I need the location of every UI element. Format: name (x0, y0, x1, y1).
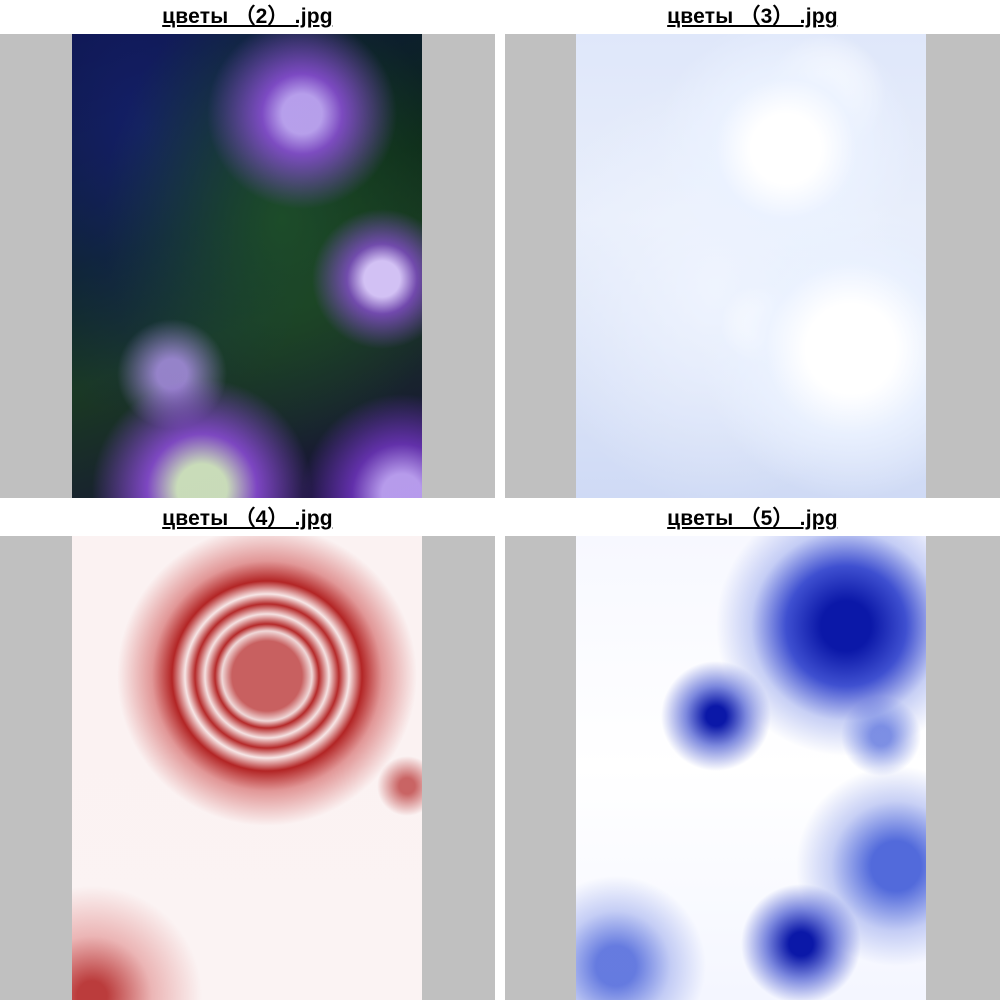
image-thumbnail[interactable] (72, 536, 422, 1000)
image-frame (0, 34, 495, 498)
image-caption[interactable]: цветы （4） .jpg (162, 507, 333, 530)
image-caption[interactable]: цветы （5） .jpg (667, 507, 838, 530)
image-thumbnail[interactable] (72, 34, 422, 498)
image-thumbnail[interactable] (576, 536, 926, 1000)
gallery-item-1[interactable]: цветы （2） .jpg (0, 0, 495, 498)
gallery-item-3[interactable]: цветы （4） .jpg (0, 502, 495, 1000)
image-frame (0, 536, 495, 1000)
gallery-item-4[interactable]: цветы （5） .jpg (505, 502, 1000, 1000)
image-frame (505, 536, 1000, 1000)
gallery-item-2[interactable]: цветы （3） .jpg (505, 0, 1000, 498)
image-caption[interactable]: цветы （3） .jpg (667, 5, 838, 28)
image-thumbnail[interactable] (576, 34, 926, 498)
image-caption[interactable]: цветы （2） .jpg (162, 5, 333, 28)
image-frame (505, 34, 1000, 498)
